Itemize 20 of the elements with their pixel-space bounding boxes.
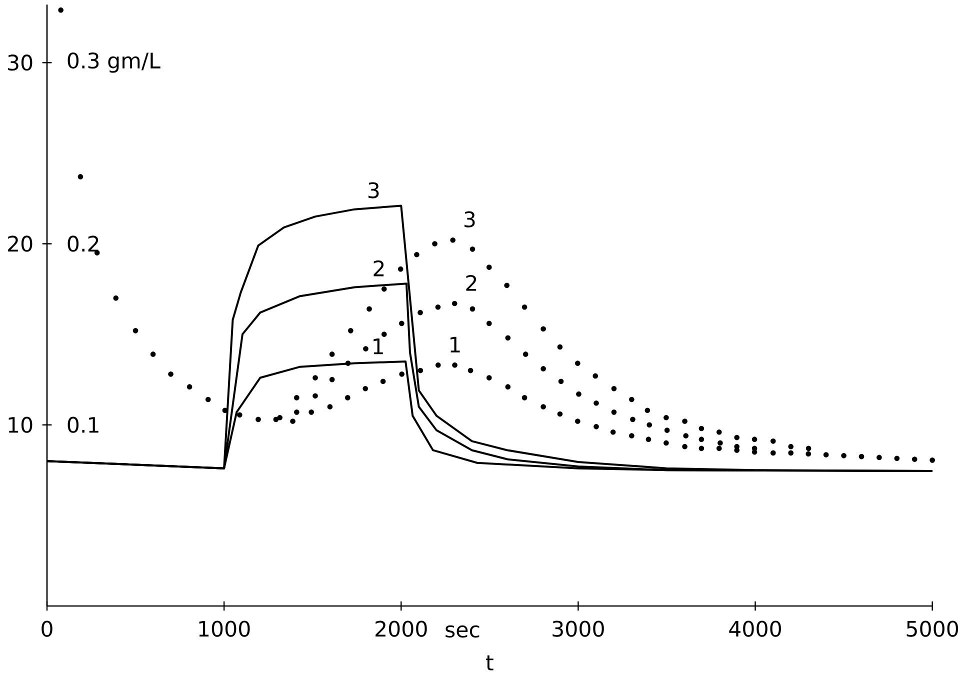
x-tick-label: 4000	[729, 620, 781, 637]
x-tick-label: 1000	[199, 620, 250, 637]
text: sec	[446, 625, 480, 638]
y2-tick-label: 0.3 gm/L	[68, 52, 160, 73]
x-tick-label: 2000	[376, 620, 427, 637]
y-tick-label: 30	[8, 54, 32, 71]
y-tick-label: 20	[8, 236, 32, 252]
x-tick-label: 0	[42, 620, 52, 637]
series-label: 2	[466, 274, 476, 291]
x-axis-title: t	[486, 655, 494, 670]
series-label: 1	[450, 336, 460, 352]
x-tick-label: 5000	[906, 620, 958, 637]
series-label: 3	[368, 182, 379, 198]
series-label: 1	[374, 338, 383, 354]
y-tick-label: 10	[8, 416, 32, 433]
y2-tick-label: 0.2	[68, 236, 98, 252]
series-label: 2	[374, 260, 384, 276]
y2-tick-label: 0.1	[68, 416, 98, 433]
x-tick-label: 3000	[552, 620, 604, 637]
series-label: 3	[464, 211, 475, 228]
